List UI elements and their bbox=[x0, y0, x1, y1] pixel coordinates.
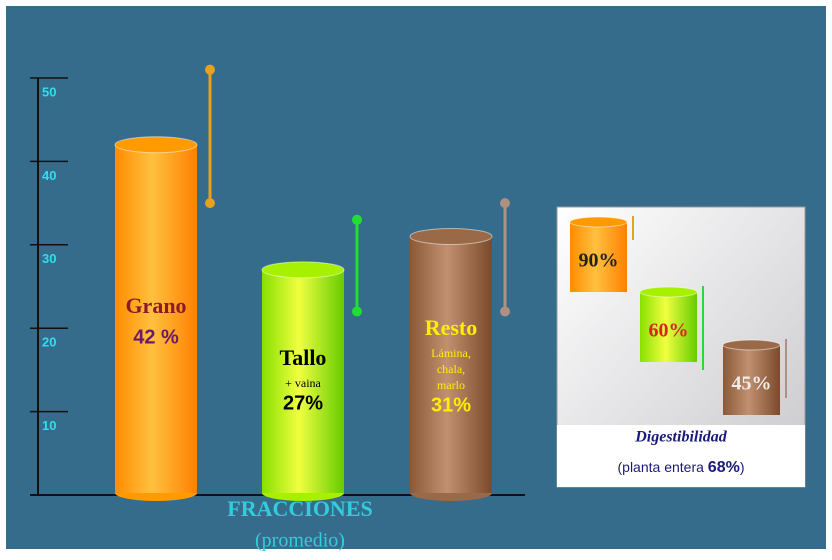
inset-value: 90% bbox=[579, 250, 619, 272]
inset-cylinder bbox=[570, 222, 627, 292]
note-end: ) bbox=[740, 459, 745, 475]
range-low bbox=[500, 306, 510, 317]
inset-cylinder-top bbox=[639, 286, 698, 298]
bar bbox=[262, 269, 344, 493]
range-high bbox=[500, 198, 510, 209]
inset-cylinder-top bbox=[722, 339, 781, 351]
inset-title: Digestibilidad bbox=[634, 429, 728, 446]
bar-sublabel: chala, bbox=[437, 362, 465, 376]
y-tick-label: 30 bbox=[42, 251, 56, 266]
bar-name: Tallo bbox=[280, 345, 327, 370]
bar bbox=[410, 236, 492, 493]
y-tick-label: 20 bbox=[42, 335, 56, 350]
inset-value: 45% bbox=[732, 373, 772, 395]
inset-note: (planta entera 68%) bbox=[618, 459, 745, 477]
value-label: 42 % bbox=[133, 326, 179, 348]
x-axis-sublabel: (promedio) bbox=[255, 530, 345, 552]
bar-top bbox=[114, 136, 198, 154]
value-label: 31% bbox=[431, 394, 471, 416]
note-start: (planta entera bbox=[618, 459, 705, 475]
inset-cylinder bbox=[640, 292, 697, 362]
range-low bbox=[352, 306, 362, 317]
y-tick-label: 40 bbox=[42, 168, 56, 183]
range-high bbox=[205, 64, 215, 75]
range-low bbox=[205, 198, 215, 209]
inset-cylinder bbox=[723, 345, 780, 415]
y-tick-label: 10 bbox=[42, 418, 56, 433]
bar-name: Resto bbox=[425, 315, 478, 340]
inset-value: 60% bbox=[649, 320, 689, 342]
bar-top bbox=[409, 227, 493, 245]
inset-cylinder-top bbox=[569, 216, 628, 228]
bar-sublabel: marlo bbox=[437, 378, 465, 392]
inset-footer bbox=[557, 425, 805, 487]
bar-top bbox=[261, 261, 345, 279]
bar bbox=[115, 144, 197, 493]
note-value: 68% bbox=[708, 459, 740, 476]
bar-sublabel: + vaina bbox=[285, 376, 321, 390]
bar-name: Grano bbox=[125, 293, 186, 318]
inset-panel: Digestibilidad (planta entera 68%) 90% 60… bbox=[556, 206, 806, 488]
bar-sublabel: Lámina, bbox=[431, 346, 471, 360]
range-high bbox=[352, 214, 362, 225]
value-label: 27% bbox=[283, 392, 323, 414]
y-tick-label: 50 bbox=[42, 84, 56, 99]
